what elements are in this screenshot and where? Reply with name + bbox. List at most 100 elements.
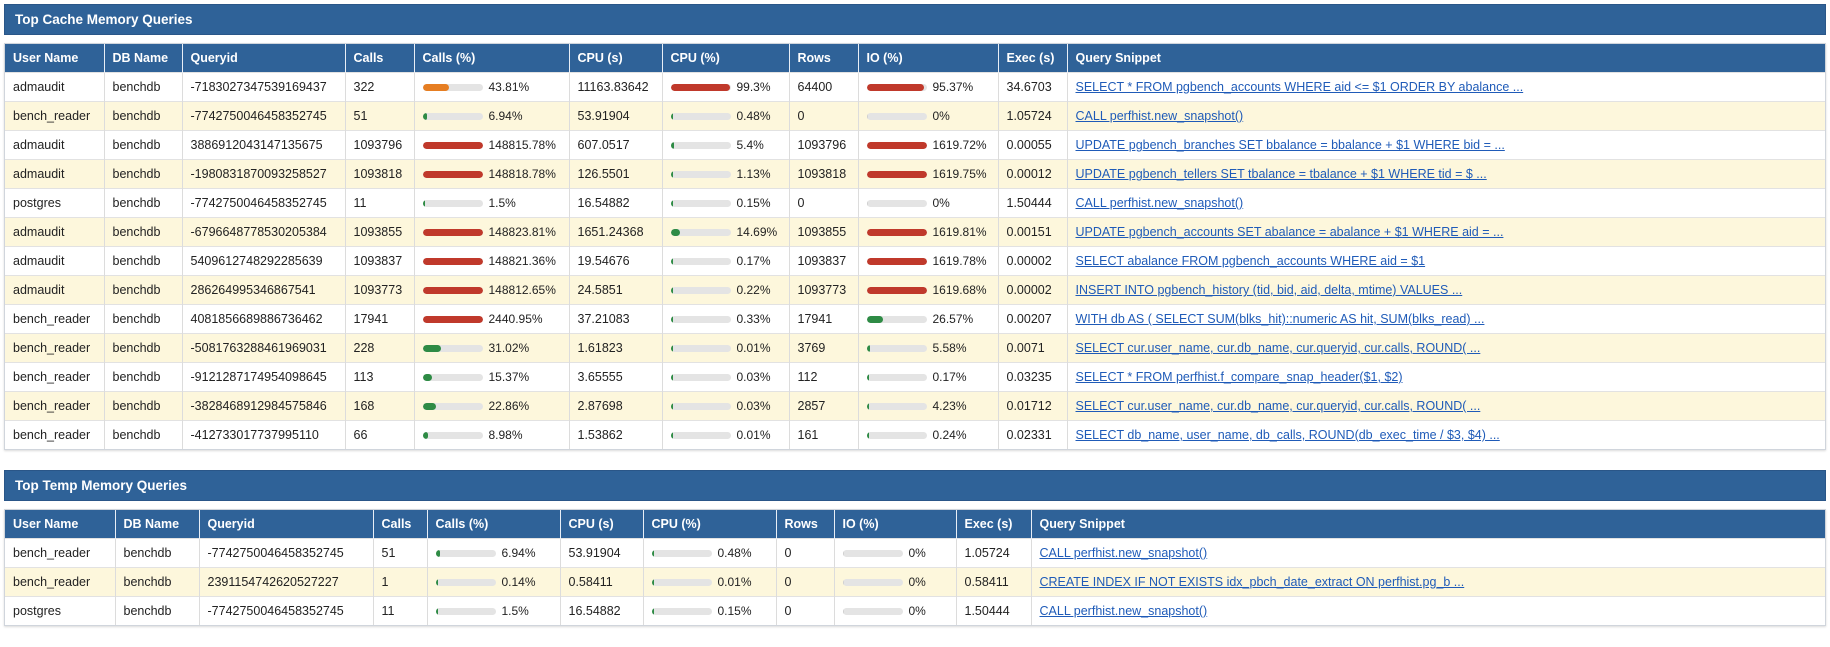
io-pct-progress-track: [866, 112, 927, 120]
cpu-pct-progress-fill: [651, 549, 654, 557]
calls-pct-progress-track: [422, 228, 483, 236]
query-snippet-link[interactable]: SELECT db_name, user_name, db_calls, ROU…: [1075, 428, 1500, 442]
calls-pct-value: 15.37%: [488, 370, 530, 384]
db-name-cell: benchdb: [104, 391, 183, 421]
exec-seconds-cell: 0.00151: [998, 217, 1068, 247]
cpu-seconds-cell: 607.0517: [569, 130, 663, 160]
queryid-cell: -7183027347539169437: [182, 72, 346, 102]
io-pct-cell: 95.37%: [858, 72, 999, 102]
io-pct-cell: 0%: [834, 596, 957, 625]
exec-seconds-cell: 34.6703: [998, 72, 1068, 102]
query-snippet-cell: UPDATE pgbench_tellers SET tbalance = tb…: [1067, 159, 1825, 189]
cpu-pct-value: 99.3%: [736, 80, 771, 94]
calls-pct-bar-group: 31.02%: [422, 341, 561, 355]
calls-pct-cell: 6.94%: [414, 101, 570, 131]
calls-pct-progress-fill: [422, 141, 483, 149]
cpu-pct-cell: 0.48%: [643, 538, 777, 568]
calls-pct-cell: 148815.78%: [414, 130, 570, 160]
column-header-queryid: Queryid: [182, 44, 346, 73]
cpu-pct-cell: 0.22%: [662, 275, 790, 305]
calls-pct-progress-fill: [435, 578, 438, 586]
calls-pct-cell: 148821.36%: [414, 246, 570, 276]
table-row: admaudit benchdb -7183027347539169437 322 43…: [5, 72, 1825, 102]
table-row: bench_reader benchdb -7742750046458352745 5…: [5, 538, 1825, 568]
cpu-pct-progress-track: [670, 83, 731, 91]
cpu-pct-progress-track: [651, 549, 712, 557]
calls-cell: 11: [345, 188, 415, 218]
io-pct-bar-group: 95.37%: [866, 80, 990, 94]
io-pct-bar-group: 1619.72%: [866, 138, 990, 152]
io-pct-value: 95.37%: [932, 80, 974, 94]
query-snippet-link[interactable]: CREATE INDEX IF NOT EXISTS idx_pbch_date…: [1039, 575, 1465, 589]
cpu-pct-bar-group: 0.22%: [670, 283, 781, 297]
calls-pct-cell: 1.5%: [414, 188, 570, 218]
cpu-seconds-cell: 24.5851: [569, 275, 663, 305]
calls-pct-progress-fill: [422, 228, 483, 236]
query-snippet-link[interactable]: CALL perfhist.new_snapshot(): [1039, 546, 1208, 560]
query-snippet-link[interactable]: SELECT abalance FROM pgbench_accounts WH…: [1075, 254, 1426, 268]
cpu-pct-progress-track: [670, 431, 731, 439]
cpu-pct-progress-fill: [670, 170, 673, 178]
query-snippet-link[interactable]: INSERT INTO pgbench_history (tid, bid, a…: [1075, 283, 1463, 297]
cpu-pct-progress-fill: [651, 578, 654, 586]
calls-pct-value: 0.14%: [501, 575, 536, 589]
exec-seconds-cell: 0.01712: [998, 391, 1068, 421]
query-snippet-link[interactable]: SELECT cur.user_name, cur.db_name, cur.q…: [1075, 341, 1481, 355]
io-pct-progress-track: [866, 431, 927, 439]
cpu-pct-progress-track: [651, 607, 712, 615]
query-snippet-link[interactable]: CALL perfhist.new_snapshot(): [1075, 109, 1244, 123]
query-snippet-link[interactable]: WITH db AS ( SELECT SUM(blks_hit)::numer…: [1075, 312, 1485, 326]
column-header-calls-pct: Calls (%): [427, 510, 561, 539]
query-snippet-link[interactable]: UPDATE pgbench_accounts SET abalance = a…: [1075, 225, 1504, 239]
queryid-cell: -1980831870093258527: [182, 159, 346, 189]
queryid-cell: -6796648778530205384: [182, 217, 346, 247]
cache-queries-table: User Name DB Name Queryid Calls Calls (%) CPU…: [5, 44, 1825, 449]
calls-pct-progress-fill: [422, 112, 427, 120]
io-pct-progress-track: [866, 170, 927, 178]
exec-seconds-cell: 0.00002: [998, 275, 1068, 305]
db-name-cell: benchdb: [115, 538, 200, 568]
query-snippet-link[interactable]: SELECT cur.user_name, cur.db_name, cur.q…: [1075, 399, 1481, 413]
cpu-pct-cell: 1.13%: [662, 159, 790, 189]
cpu-pct-progress-track: [670, 141, 731, 149]
io-pct-progress-fill: [866, 112, 869, 120]
table-row: admaudit benchdb 5409612748292285639 109383…: [5, 246, 1825, 276]
cpu-pct-bar-group: 0.03%: [670, 370, 781, 384]
io-pct-cell: 0%: [834, 538, 957, 568]
query-snippet-link[interactable]: UPDATE pgbench_branches SET bbalance = b…: [1075, 138, 1505, 152]
query-snippet-link[interactable]: CALL perfhist.new_snapshot(): [1039, 604, 1208, 618]
calls-pct-progress-track: [422, 141, 483, 149]
io-pct-value: 0.17%: [932, 370, 967, 384]
cpu-pct-bar-group: 14.69%: [670, 225, 781, 239]
io-pct-progress-fill: [866, 228, 927, 236]
rows-cell: 3769: [789, 333, 859, 363]
cache-table-container: User Name DB Name Queryid Calls Calls (%) CPU…: [4, 43, 1826, 450]
query-snippet-cell: SELECT cur.user_name, cur.db_name, cur.q…: [1067, 333, 1825, 363]
cpu-pct-bar-group: 0.03%: [670, 399, 781, 413]
user-name-cell: bench_reader: [5, 304, 105, 334]
temp-section-title: Top Temp Memory Queries: [4, 470, 1826, 501]
io-pct-progress-track: [866, 373, 927, 381]
db-name-cell: benchdb: [115, 567, 200, 597]
query-snippet-link[interactable]: UPDATE pgbench_tellers SET tbalance = tb…: [1075, 167, 1487, 181]
user-name-cell: bench_reader: [5, 538, 116, 568]
exec-seconds-cell: 0.03235: [998, 362, 1068, 392]
io-pct-cell: 26.57%: [858, 304, 999, 334]
calls-pct-bar-group: 1.5%: [422, 196, 561, 210]
io-pct-progress-fill: [866, 431, 869, 439]
io-pct-cell: 1619.68%: [858, 275, 999, 305]
rows-cell: 1093773: [789, 275, 859, 305]
query-snippet-link[interactable]: SELECT * FROM perfhist.f_compare_snap_he…: [1075, 370, 1403, 384]
cpu-seconds-cell: 1651.24368: [569, 217, 663, 247]
calls-pct-value: 22.86%: [488, 399, 530, 413]
io-pct-value: 0%: [908, 575, 926, 589]
io-pct-bar-group: 0.17%: [866, 370, 990, 384]
calls-cell: 1: [373, 567, 428, 597]
user-name-cell: bench_reader: [5, 362, 105, 392]
table-row: bench_reader benchdb -3828468912984575846 1…: [5, 391, 1825, 421]
cpu-pct-bar-group: 0.01%: [651, 575, 768, 589]
query-snippet-link[interactable]: CALL perfhist.new_snapshot(): [1075, 196, 1244, 210]
query-snippet-link[interactable]: SELECT * FROM pgbench_accounts WHERE aid…: [1075, 80, 1524, 94]
rows-cell: 1093796: [789, 130, 859, 160]
db-name-cell: benchdb: [104, 246, 183, 276]
